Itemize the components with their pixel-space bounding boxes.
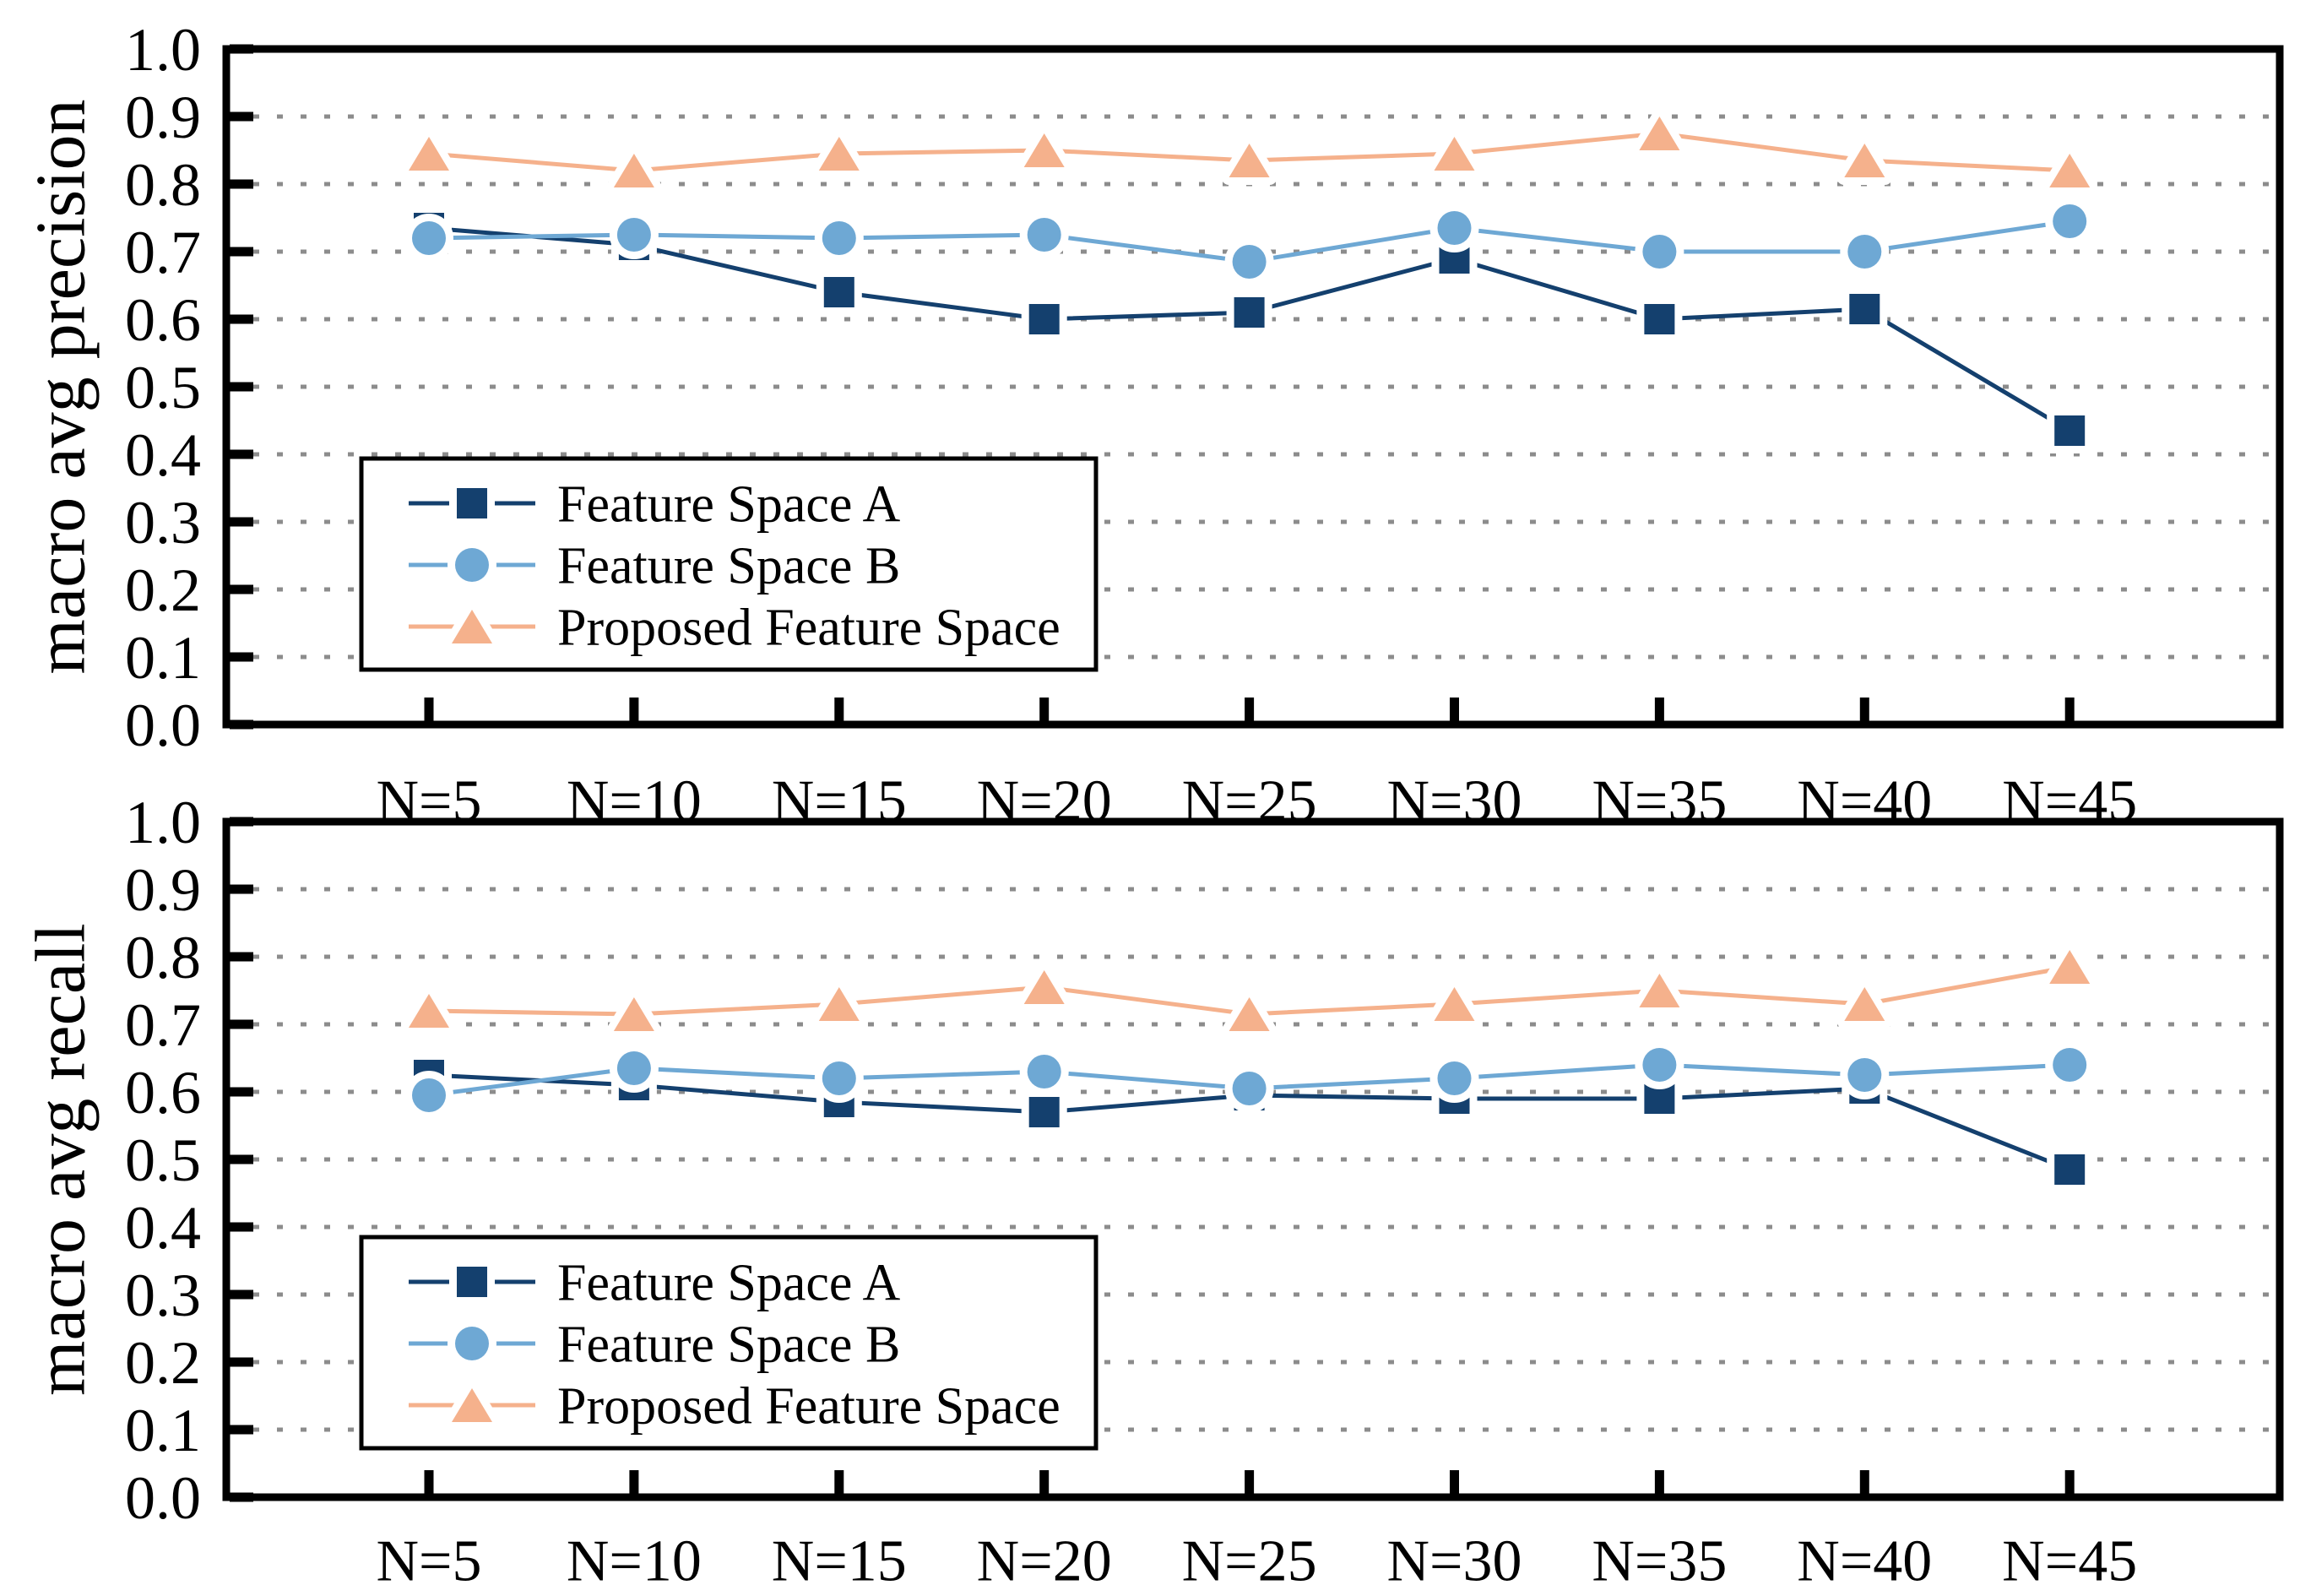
data-point-circle-N=15 [814, 1054, 864, 1103]
data-point-triangle-N=45 [2042, 942, 2098, 991]
legend-label-triangle: Proposed Feature Space [557, 1378, 1060, 1436]
y-tick-label: 0.2 [125, 1329, 201, 1397]
data-point-triangle-N=40 [1836, 980, 1893, 1029]
data-point-triangle-N=35 [1631, 966, 1688, 1015]
data-point-square-N=35 [1636, 296, 1683, 342]
data-point-square-N=45 [2047, 408, 2093, 453]
y-tick-label: 0.1 [125, 1397, 201, 1464]
data-point-triangle-N=35 [1631, 109, 1688, 158]
legend-label-circle: Feature Space B [557, 538, 900, 595]
data-point-triangle-N=15 [811, 980, 867, 1029]
y-tick-label: 0.6 [125, 1059, 201, 1126]
y-tick-label: 0.5 [125, 354, 201, 421]
data-point-triangle-N=25 [1221, 136, 1277, 185]
x-tick-label: N=5 [376, 1529, 481, 1594]
data-point-circle-N=25 [1224, 1064, 1274, 1113]
legend-marker-circle [448, 540, 496, 589]
data-point-triangle-N=10 [605, 146, 662, 195]
y-tick-label: 0.1 [125, 624, 201, 692]
data-point-triangle-N=30 [1426, 980, 1483, 1029]
plot-frame-top [222, 45, 2284, 729]
data-point-circle-N=30 [1429, 1054, 1479, 1103]
axis-title-top: macro avg precision [21, 99, 100, 674]
data-point-circle-N=25 [1224, 237, 1274, 286]
data-point-triangle-N=30 [1426, 129, 1483, 178]
x-tick-label: N=20 [977, 1529, 1112, 1594]
data-point-circle-N=15 [814, 214, 864, 263]
y-tick-label: 1.0 [125, 16, 201, 84]
y-tick-label: 0.0 [125, 1464, 201, 1532]
x-tick-label: N=30 [1386, 1529, 1522, 1594]
data-point-square-N=25 [1226, 290, 1272, 335]
legend-marker-square [449, 480, 495, 526]
data-point-triangle-N=40 [1836, 136, 1893, 185]
x-tick-label: N=10 [567, 1529, 702, 1594]
y-tick-label: 0.5 [125, 1126, 201, 1194]
legend-marker-triangle [444, 602, 500, 651]
data-point-square-N=20 [1021, 1089, 1067, 1135]
data-point-triangle-N=20 [1016, 963, 1072, 1012]
data-point-circle-N=10 [609, 210, 659, 259]
data-point-circle-N=35 [1635, 1040, 1684, 1089]
data-point-triangle-N=5 [401, 129, 457, 178]
y-tick-label: 0.9 [125, 856, 201, 924]
legend-label-square: Feature Space A [557, 1255, 901, 1312]
data-point-square-N=45 [2047, 1147, 2093, 1192]
axis-title-bottom: macro avg recall [21, 923, 100, 1396]
legend-marker-triangle [444, 1381, 500, 1430]
legend-marker-square [449, 1259, 495, 1305]
data-point-triangle-N=20 [1016, 126, 1072, 175]
plot-frame-bottom [222, 817, 2284, 1501]
data-point-circle-N=20 [1019, 1047, 1069, 1096]
data-point-circle-N=5 [404, 214, 453, 263]
data-point-triangle-N=10 [605, 990, 662, 1039]
x-tick-label: N=35 [1592, 1529, 1727, 1594]
data-point-circle-N=10 [609, 1044, 659, 1093]
y-tick-label: 0.4 [125, 1194, 201, 1262]
data-point-circle-N=45 [2045, 197, 2095, 246]
y-tick-label: 0.7 [125, 991, 201, 1059]
data-point-circle-N=35 [1635, 227, 1684, 276]
data-point-square-N=40 [1842, 286, 1888, 332]
legend-label-square: Feature Space A [557, 476, 901, 534]
data-point-circle-N=5 [404, 1071, 453, 1120]
legend-marker-circle [448, 1319, 496, 1368]
legend-label-triangle: Proposed Feature Space [557, 600, 1060, 657]
x-tick-label: N=40 [1797, 1529, 1932, 1594]
y-tick-label: 0.2 [125, 556, 201, 624]
y-tick-label: 0.3 [125, 1262, 201, 1329]
y-tick-label: 1.0 [125, 789, 201, 856]
data-point-circle-N=20 [1019, 210, 1069, 259]
y-tick-label: 0.9 [125, 84, 201, 151]
data-point-triangle-N=25 [1221, 990, 1277, 1039]
data-point-circle-N=40 [1840, 227, 1890, 276]
x-tick-label: N=15 [772, 1529, 907, 1594]
y-tick-label: 0.6 [125, 286, 201, 354]
y-tick-label: 0.4 [125, 421, 201, 489]
data-point-square-N=20 [1021, 296, 1067, 342]
data-point-circle-N=30 [1429, 204, 1479, 252]
data-point-square-N=15 [816, 269, 862, 315]
data-point-triangle-N=45 [2042, 146, 2098, 195]
y-tick-label: 0.7 [125, 219, 201, 286]
y-tick-label: 0.8 [125, 924, 201, 991]
data-point-triangle-N=5 [401, 986, 457, 1035]
data-point-triangle-N=15 [811, 129, 867, 178]
legend-label-circle: Feature Space B [557, 1316, 900, 1374]
y-tick-label: 0.0 [125, 692, 201, 759]
x-tick-label: N=45 [2002, 1529, 2137, 1594]
y-tick-label: 0.3 [125, 489, 201, 556]
y-tick-label: 0.8 [125, 151, 201, 219]
data-point-circle-N=45 [2045, 1040, 2095, 1089]
x-tick-label: N=25 [1182, 1529, 1317, 1594]
data-point-circle-N=40 [1840, 1050, 1890, 1099]
